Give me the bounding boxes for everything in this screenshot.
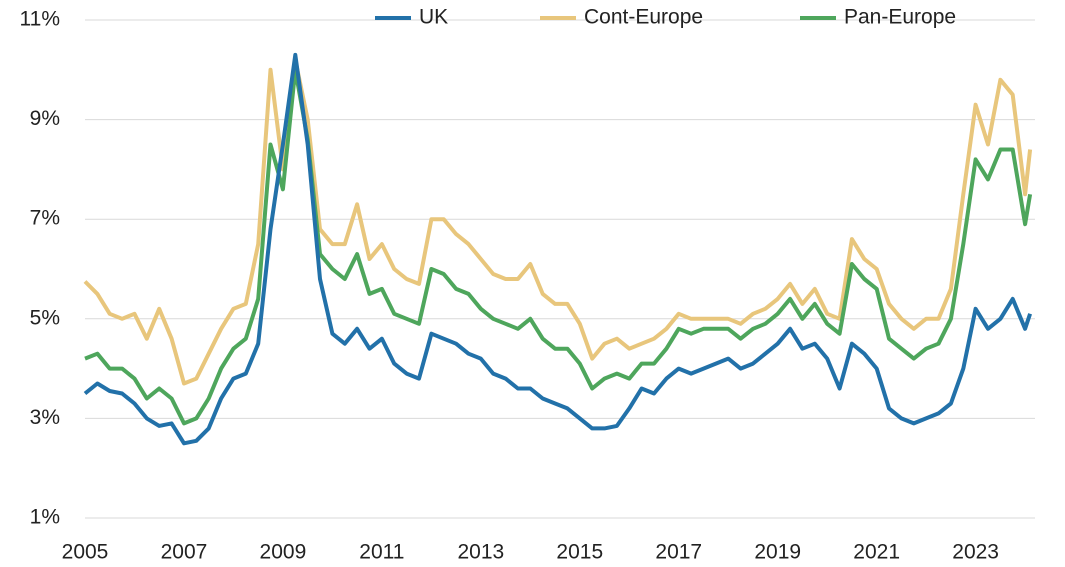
series-line (83, 52, 1032, 446)
x-tick-label: 2017 (655, 541, 702, 564)
x-tick-label: 2007 (161, 541, 208, 564)
x-tick-label: 2011 (359, 541, 404, 564)
x-tick-label: 2021 (853, 541, 900, 564)
legend-label: Pan-Europe (844, 6, 956, 29)
x-tick-label: 2019 (754, 541, 801, 564)
legend-label: UK (419, 6, 448, 29)
y-tick-label: 7% (30, 207, 60, 230)
y-tick-label: 11% (20, 8, 60, 31)
legend-label: Cont-Europe (584, 6, 703, 29)
x-tick-label: 2013 (457, 541, 504, 564)
x-tick-label: 2005 (62, 541, 109, 564)
x-tick-label: 2009 (260, 541, 307, 564)
series-line (84, 67, 1033, 426)
x-tick-label: 2015 (556, 541, 603, 564)
y-tick-label: 1% (30, 506, 60, 529)
y-tick-label: 9% (30, 107, 60, 130)
y-tick-label: 3% (30, 406, 60, 429)
y-tick-label: 5% (30, 306, 60, 329)
x-tick-label: 2023 (952, 541, 999, 564)
series-line (83, 57, 1033, 386)
